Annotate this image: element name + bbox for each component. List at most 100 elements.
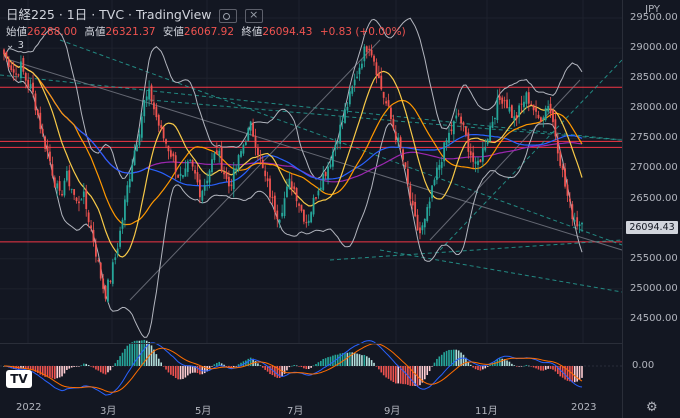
candle-body — [3, 49, 5, 55]
price-axis-label: 26500.00 — [630, 192, 678, 204]
candle-body — [539, 117, 542, 122]
candle-body — [290, 181, 293, 189]
candle-body — [177, 175, 180, 178]
macd-histogram-bar — [49, 366, 51, 378]
candle-body — [433, 179, 436, 186]
macd-histogram-bar — [165, 366, 167, 370]
candle-body — [559, 151, 562, 166]
macd-histogram-bar — [433, 362, 436, 366]
macd-histogram-bar — [515, 366, 518, 367]
macd-histogram-bar — [274, 366, 276, 377]
macd-histogram-bar — [375, 366, 378, 367]
candle-body — [286, 186, 288, 198]
macd-histogram-bar — [213, 364, 216, 366]
candle-body — [506, 99, 508, 109]
price-axis-label: 29500.00 — [630, 12, 678, 24]
macd-histogram-bar — [365, 356, 368, 366]
macd-histogram-bar — [540, 366, 542, 371]
macd-histogram-bar — [489, 364, 491, 366]
trend-line — [379, 249, 623, 293]
macd-histogram-bar — [508, 361, 511, 366]
macd-histogram-bar — [107, 366, 109, 373]
tradingview-logo[interactable]: TV — [6, 370, 32, 388]
candle-body — [361, 63, 363, 69]
macd-histogram-bar — [27, 366, 29, 370]
macd-histogram-bar — [208, 366, 211, 370]
symbol-title[interactable]: 日経225 · 1日 · TVC · TradingView — [6, 7, 212, 22]
macd-histogram-bar — [392, 366, 395, 383]
macd-histogram-bar — [467, 361, 470, 366]
candle-body — [404, 162, 407, 168]
macd-histogram-bar — [44, 366, 46, 377]
macd-histogram-bar — [530, 366, 533, 367]
candle-body — [324, 171, 327, 177]
macd-histogram-bar — [114, 363, 117, 366]
candle-body — [298, 203, 300, 206]
macd-histogram-bar — [58, 366, 61, 378]
candle-body — [20, 61, 22, 79]
candle-body — [203, 185, 206, 191]
change-value: +0.83 (+0.00%) — [319, 26, 406, 38]
candle-body — [29, 84, 32, 89]
close-icon: × — [249, 7, 259, 21]
macd-histogram-bar — [346, 352, 349, 366]
candle-body — [332, 151, 334, 167]
low-value: 26067.92 — [183, 26, 235, 38]
macd-histogram-bar — [174, 366, 177, 378]
candle-body — [576, 217, 579, 227]
candle-body — [423, 218, 426, 228]
macd-histogram-bar — [465, 357, 467, 366]
candle-body — [336, 142, 339, 144]
remove-button[interactable]: × — [245, 7, 264, 23]
candle-body — [153, 102, 155, 110]
candle-body — [527, 92, 530, 104]
gear-icon[interactable]: ⚙ — [646, 400, 658, 415]
macd-histogram-bar — [315, 363, 317, 366]
candle-body — [479, 159, 482, 163]
macd-histogram-bar — [503, 359, 506, 366]
macd-histogram-bar — [426, 366, 429, 376]
macd-histogram-bar — [150, 345, 153, 366]
candle-body — [111, 262, 114, 284]
macd-histogram-bar — [520, 366, 523, 367]
macd-histogram-bar — [293, 364, 296, 366]
candle-body — [273, 195, 276, 213]
candle-body — [7, 58, 10, 68]
candle-body — [411, 200, 414, 206]
visibility-toggle[interactable] — [219, 8, 238, 23]
macd-histogram-bar — [581, 366, 583, 378]
macd-histogram-bar — [286, 366, 288, 371]
candle-body — [496, 97, 499, 121]
candle-body — [162, 127, 165, 139]
macd-histogram-bar — [20, 366, 22, 369]
candle-body — [472, 152, 475, 162]
macd-histogram-bar — [310, 366, 312, 368]
candle-body — [428, 201, 431, 209]
macd-histogram-bar — [305, 366, 308, 370]
candle-body — [116, 248, 119, 255]
indicators-collapse[interactable]: ⌄ 3 — [6, 40, 24, 51]
moving-averages — [3, 53, 583, 258]
macd-histogram-bar — [80, 365, 83, 366]
candle-body — [426, 207, 429, 221]
bollinger-bands — [3, 17, 583, 338]
macd-histogram-bar — [203, 366, 206, 374]
macd-histogram-bar — [70, 366, 73, 368]
trend-line — [329, 239, 623, 261]
candle-body — [363, 46, 366, 62]
macd-histogram-bar — [549, 366, 552, 369]
candle-body — [220, 147, 223, 172]
macd-histogram-bar — [484, 366, 487, 369]
currency-label[interactable]: JPY — [645, 4, 660, 15]
candle-body — [455, 115, 458, 119]
macd-histogram-bar — [482, 366, 484, 370]
trend-line — [149, 99, 621, 141]
macd-histogram-bar — [349, 352, 351, 366]
macd-histogram-bar — [527, 365, 530, 367]
candle-body — [276, 210, 279, 220]
candle-body — [554, 119, 557, 137]
time-axis-label: 9月 — [384, 406, 401, 417]
candle-body — [102, 278, 105, 289]
macd-histogram-bar — [421, 366, 424, 383]
